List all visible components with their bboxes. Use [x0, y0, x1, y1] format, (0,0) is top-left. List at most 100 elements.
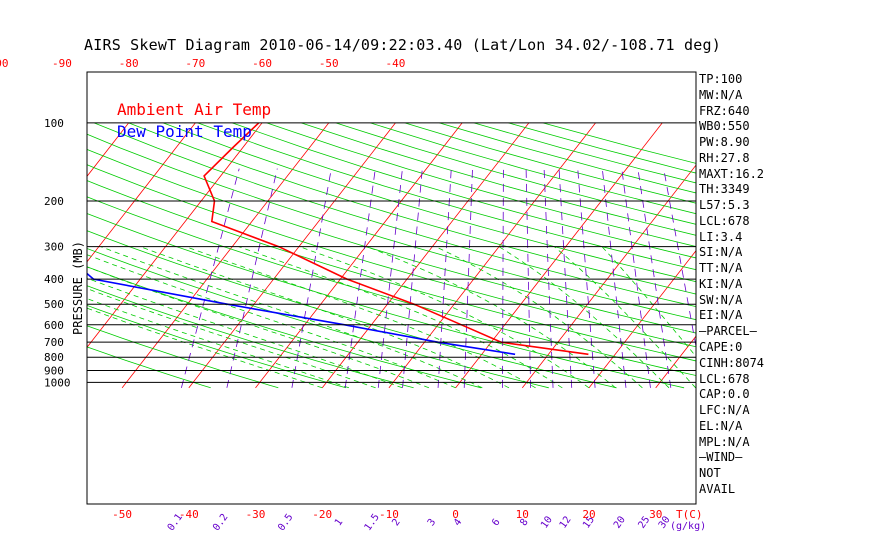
- dry-adiabat-line: [473, 122, 696, 184]
- index-item: NOT: [699, 466, 721, 481]
- moist-adiabat-line: [366, 246, 616, 389]
- dry-adiabat-line: [87, 248, 549, 389]
- air-temp-profile-line: [203, 122, 589, 356]
- dry-adiabat-line: [162, 122, 696, 283]
- index-item: CAPE:0: [699, 340, 743, 355]
- isotherm-line: [87, 122, 263, 348]
- mixing-ratio-line: [181, 168, 240, 388]
- index-item: TT:N/A: [699, 261, 743, 276]
- mixing-ratio-line: [226, 168, 278, 388]
- index-item: MAXT:16.2: [699, 166, 765, 181]
- moist-adiabat-line: [87, 288, 376, 389]
- index-item: FRZ:640: [699, 103, 750, 118]
- dry-adiabat-line: [87, 180, 696, 362]
- mixing-ratio-line: [525, 168, 532, 388]
- mixing-ratio-line: [577, 168, 596, 388]
- index-item: KI:N/A: [699, 276, 743, 291]
- bottom-temp-tick-label: 20: [582, 508, 595, 521]
- pressure-tick-label: 300: [44, 241, 64, 254]
- bottom-temp-tick-label: -10: [379, 508, 399, 521]
- index-item: PW:8.90: [699, 135, 750, 150]
- mixing-ratio-line: [558, 168, 573, 388]
- dry-adiabat-line: [87, 133, 696, 321]
- pressure-tick-label: 500: [44, 298, 64, 311]
- index-item: CINH:8074: [699, 355, 765, 370]
- pressure-tick-label: 400: [44, 273, 64, 286]
- mixing-ratio-line: [502, 168, 504, 388]
- mixing-ratio-line: [344, 168, 376, 388]
- index-item: MW:N/A: [699, 87, 743, 102]
- bottom-temp-tick-label: -40: [179, 508, 199, 521]
- moist-adiabat-line: [87, 298, 350, 389]
- dry-adiabat-line: [87, 230, 617, 389]
- index-item: LCL:678: [699, 213, 750, 228]
- moist-adiabat-line: [140, 246, 510, 389]
- index-item: EI:N/A: [699, 308, 743, 323]
- dry-adiabat-line: [87, 196, 696, 376]
- plot-frame: [86, 71, 697, 505]
- index-item: WB0:550: [699, 119, 750, 134]
- pressure-tick-label: 800: [44, 351, 64, 364]
- top-temp-tick-label: -40: [386, 57, 406, 70]
- index-item: SW:N/A: [699, 292, 743, 307]
- dry-adiabat-line: [87, 304, 347, 389]
- mixing-ratio-tick-label: 1: [333, 517, 345, 528]
- bottom-temp-tick-label: 0: [452, 508, 459, 521]
- dry-adiabat-line: [87, 346, 211, 389]
- moist-adiabat-line: [601, 246, 696, 358]
- pressure-tick-label: 200: [44, 195, 64, 208]
- pressure-tick-label: 100: [44, 117, 64, 130]
- mixing-ratio-line: [377, 168, 403, 388]
- index-item: TP:100: [699, 72, 743, 86]
- isotherm-line: [87, 122, 196, 263]
- pressure-tick-label: 600: [44, 319, 64, 332]
- top-temp-tick-label: -70: [185, 57, 205, 70]
- index-item: LI:3.4: [699, 229, 743, 244]
- mixing-ratio-tick-label: 10: [539, 514, 555, 530]
- moist-adiabat-line: [238, 246, 563, 389]
- index-item: RH:27.8: [699, 150, 750, 165]
- dry-adiabat-line: [128, 122, 696, 295]
- mixing-ratio-tick-label: 0.2: [211, 512, 230, 533]
- top-temp-tick-label: -80: [119, 57, 139, 70]
- bottom-temp-tick-label: -20: [312, 508, 332, 521]
- bottom-temp-tick-label: -50: [112, 508, 132, 521]
- index-item: LCL:678: [699, 371, 750, 386]
- dry-adiabat-line: [301, 122, 696, 236]
- mixing-ratio-line: [621, 168, 651, 388]
- legend-dew-point: Dew Point Temp: [117, 122, 252, 141]
- mixing-ratio-tick-label: 12: [558, 514, 574, 530]
- mixing-ratio-tick-label: 2: [390, 517, 402, 528]
- pressure-tick-label: 700: [44, 336, 64, 349]
- index-item: EL:N/A: [699, 418, 743, 433]
- mixing-ratio-unit-label: (g/kg): [670, 521, 706, 532]
- pressure-tick-label: 1000: [44, 376, 71, 389]
- mixing-ratio-tick-label: 3: [426, 517, 438, 528]
- pressure-tick-label: 900: [44, 364, 64, 377]
- dry-adiabat-line: [87, 325, 279, 389]
- isotherm-line: [521, 164, 696, 389]
- moist-adiabat-line: [100, 246, 483, 389]
- isotherm-line: [188, 122, 396, 389]
- moist-adiabat-line: [299, 246, 590, 389]
- chart-title: AIRS SkewT Diagram 2010-06-14/09:22:03.4…: [84, 36, 721, 54]
- dew-point-profile-line: [87, 272, 516, 356]
- mixing-ratio-line: [402, 168, 423, 388]
- index-item: MPL:N/A: [699, 434, 750, 449]
- mixing-ratio-tick-label: 4: [452, 517, 464, 528]
- dry-adiabat-line: [266, 122, 696, 247]
- bottom-temp-tick-label: -30: [246, 508, 266, 521]
- moist-adiabat-line: [185, 246, 536, 389]
- dry-adiabat-line: [335, 122, 696, 225]
- moist-adiabat-line: [435, 246, 643, 389]
- isotherm-line: [87, 122, 129, 177]
- dry-adiabat-line: [87, 164, 696, 348]
- index-item: SI:N/A: [699, 245, 743, 260]
- dry-adiabat-line: [232, 122, 696, 259]
- bottom-temp-tick-label: 30: [649, 508, 662, 521]
- dry-adiabat-line: [87, 148, 696, 334]
- index-item: LFC:N/A: [699, 403, 750, 418]
- mixing-ratio-line: [437, 168, 452, 388]
- index-item: L57:5.3: [699, 198, 750, 213]
